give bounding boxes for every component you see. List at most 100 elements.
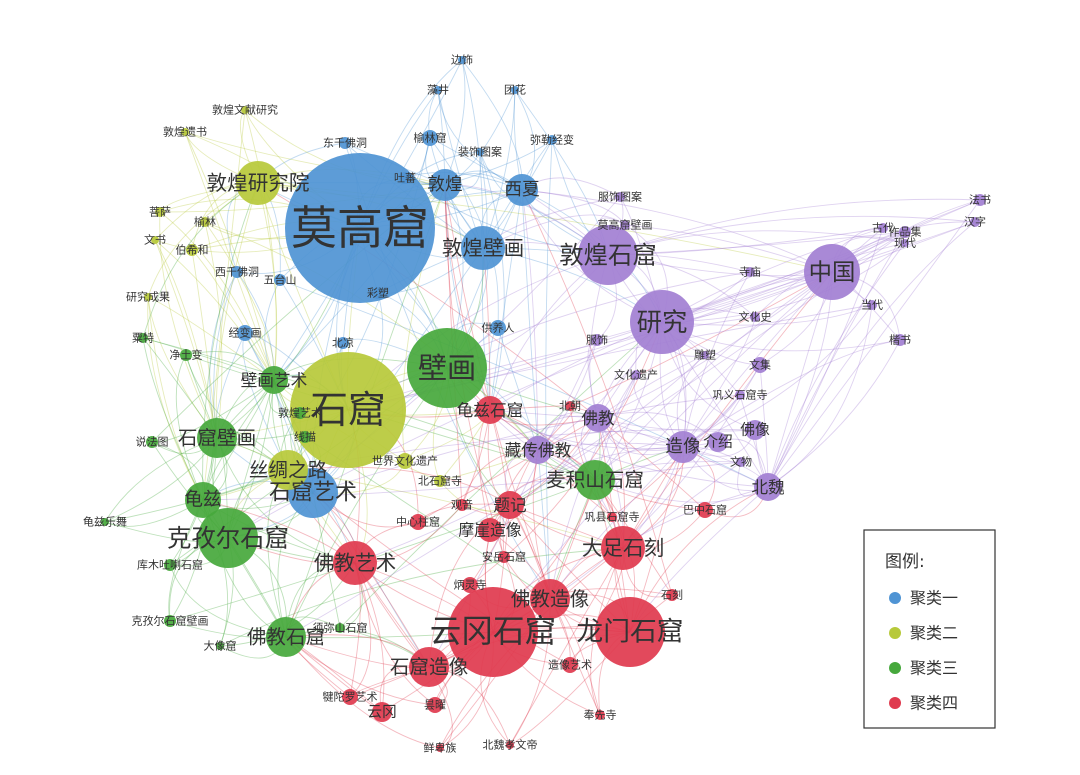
edge <box>213 271 238 439</box>
legend-swatch <box>889 697 901 709</box>
node <box>164 559 176 571</box>
edge <box>569 271 833 407</box>
edge <box>537 431 684 451</box>
node-label: 线描 <box>294 430 316 444</box>
edge <box>521 189 673 596</box>
node-label: 克孜尔石窟 <box>167 524 289 553</box>
edge <box>347 304 873 411</box>
legend-swatch <box>889 662 901 674</box>
edge <box>622 271 833 549</box>
node <box>804 244 860 300</box>
node-label: 佛像 <box>740 422 770 439</box>
node-label: 石窟艺术 <box>269 481 357 506</box>
legend-label: 聚类一 <box>910 589 958 608</box>
node <box>407 328 487 408</box>
edge <box>168 499 204 622</box>
node <box>241 106 249 114</box>
node <box>750 312 760 322</box>
edge <box>545 139 553 600</box>
node <box>409 647 449 687</box>
node <box>260 366 288 394</box>
edge <box>509 446 684 746</box>
edge <box>607 227 884 256</box>
node <box>462 577 478 593</box>
edge <box>216 437 356 564</box>
node <box>708 432 728 452</box>
node <box>490 320 506 336</box>
node-label: 汉字 <box>964 215 986 229</box>
edge <box>417 417 599 523</box>
node <box>339 137 351 149</box>
edge <box>597 271 833 419</box>
edge <box>159 211 275 381</box>
legend-title: 图例: <box>885 552 925 572</box>
node <box>138 333 148 343</box>
edge <box>285 231 906 638</box>
node-label: 丝绸之路 <box>249 459 328 482</box>
node-label: 世界文化遗产 <box>372 454 438 468</box>
node <box>144 293 152 301</box>
node <box>337 337 349 349</box>
node-label: 文书 <box>144 233 166 247</box>
node-label: 西千佛洞 <box>215 266 259 279</box>
node-label: 题记 <box>493 495 527 515</box>
node-label: 须弥山石窟 <box>313 621 368 635</box>
node <box>867 300 877 310</box>
node-label: 寺庙 <box>739 265 761 279</box>
node-label: 法书 <box>969 193 991 207</box>
node-label: 现代 <box>894 237 916 250</box>
edge <box>154 239 218 439</box>
node <box>901 239 909 247</box>
edge <box>285 636 441 749</box>
node <box>899 226 911 238</box>
node-label: 服饰 <box>586 333 608 347</box>
node <box>185 482 221 518</box>
edge <box>244 109 277 381</box>
node-label: 龟兹 <box>184 490 221 511</box>
edge <box>154 239 218 439</box>
node-label: 摩崖造像 <box>458 521 521 540</box>
node <box>290 352 406 468</box>
node <box>745 267 755 277</box>
node-label: 麦积山石窟 <box>546 469 644 492</box>
node-label: 龙门石窟 <box>576 617 683 648</box>
edge <box>767 339 901 488</box>
node-label: 经变画 <box>229 326 262 340</box>
node <box>198 508 258 568</box>
node-label: 犍陀罗艺术 <box>323 690 378 704</box>
node <box>620 220 630 230</box>
node-label: 昙曜 <box>424 699 446 712</box>
edge <box>444 184 601 716</box>
node-label: 奉先寺 <box>584 708 617 722</box>
node-label: 雕塑 <box>694 348 716 362</box>
node-label: 净土变 <box>170 348 203 362</box>
node <box>511 86 519 94</box>
edge <box>767 271 833 488</box>
node <box>237 325 253 341</box>
node <box>231 266 243 278</box>
node-label: 北魏 <box>751 477 785 497</box>
edge <box>521 189 626 226</box>
node <box>399 172 411 184</box>
node-label: 作品集 <box>889 225 922 239</box>
node <box>151 236 159 244</box>
node <box>299 431 311 443</box>
node-label: 大足石刻 <box>582 536 664 560</box>
node <box>372 702 392 722</box>
node-label: 说法图 <box>136 435 169 449</box>
node-label: 北凉 <box>332 336 354 350</box>
legend-box <box>863 529 996 729</box>
edge <box>590 547 624 716</box>
edge <box>597 417 756 432</box>
edge <box>767 231 906 488</box>
node-label: 佛教艺术 <box>314 551 396 575</box>
node-label: 供养人 <box>482 321 515 335</box>
edge <box>682 339 901 448</box>
node-label: 壁画艺术 <box>241 370 308 390</box>
node-label: 云冈 <box>367 704 397 721</box>
node <box>155 207 165 217</box>
node <box>736 457 746 467</box>
node-label: 克孜尔石窟壁画 <box>132 614 209 628</box>
edge <box>191 249 218 439</box>
